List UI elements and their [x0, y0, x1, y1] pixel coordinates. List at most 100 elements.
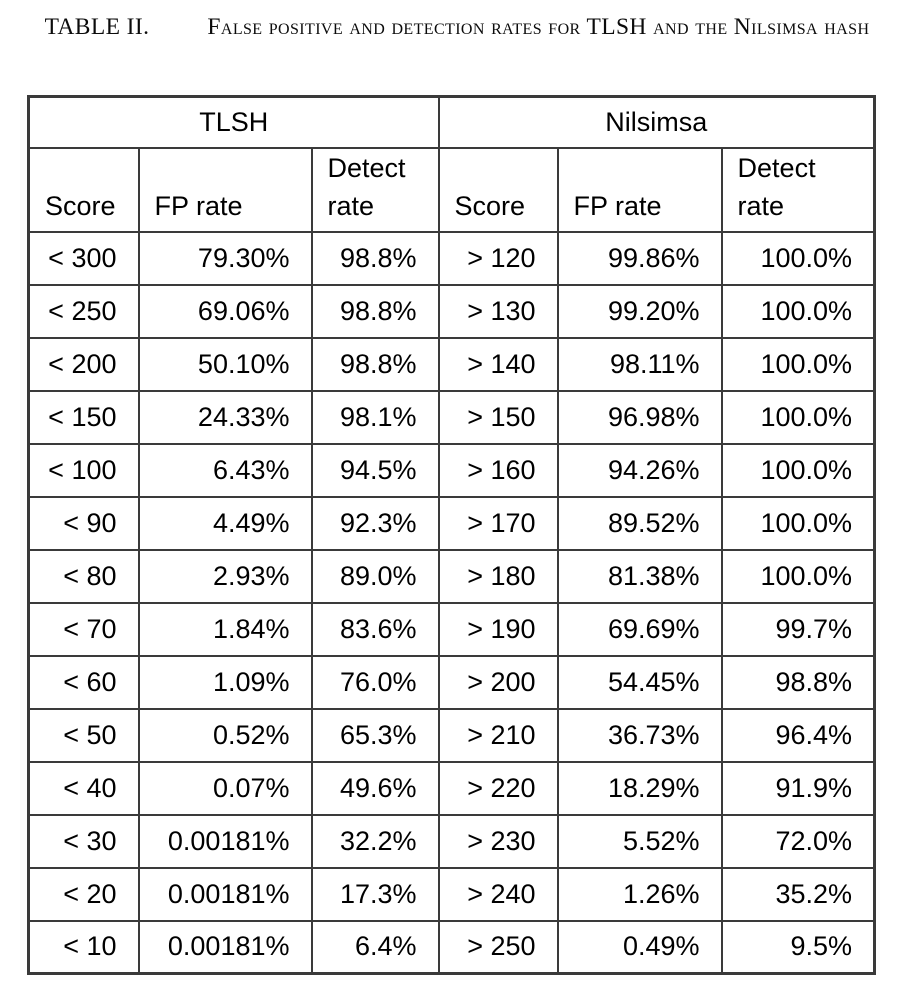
nilsimsa-detect-rate-cell: 100.0% [720, 283, 876, 339]
nilsimsa-fp-rate-cell: 69.69% [556, 601, 723, 657]
results-table: TLSH Nilsimsa Score FP rate Detect rate … [27, 95, 877, 975]
table-body: < 300 79.30% 98.8% > 120 99.86% 100.0% < 250 69… [27, 230, 876, 975]
tlsh-detect-rate-cell: 76.0% [310, 654, 440, 710]
nilsimsa-detect-rate-cell: 100.0% [720, 336, 876, 392]
tlsh-score-cell: < 300 [27, 230, 140, 286]
table-row: < 20 0.00181% 17.3% > 240 1.26% 35.2% [27, 866, 876, 922]
tlsh-score-cell: < 80 [27, 548, 140, 604]
nilsimsa-detect-rate-cell: 100.0% [720, 230, 876, 286]
nilsimsa-fp-rate-cell: 96.98% [556, 389, 723, 445]
nilsimsa-score-cell: > 220 [437, 760, 559, 816]
table-row: < 150 24.33% 98.1% > 150 96.98% 100.0% [27, 389, 876, 445]
nilsimsa-score-cell: > 200 [437, 654, 559, 710]
tlsh-detect-rate-header: Detect rate [310, 146, 440, 233]
tlsh-detect-rate-cell: 49.6% [310, 760, 440, 816]
tlsh-score-cell: < 70 [27, 601, 140, 657]
nilsimsa-fp-rate-header-label: FP rate [573, 190, 662, 221]
table-row: < 250 69.06% 98.8% > 130 99.20% 100.0% [27, 283, 876, 339]
tlsh-fp-rate-cell: 1.09% [137, 654, 313, 710]
tlsh-score-cell: < 90 [27, 495, 140, 551]
nilsimsa-fp-rate-cell: 36.73% [556, 707, 723, 763]
tlsh-score-cell: < 200 [27, 336, 140, 392]
table-row: < 100 6.43% 94.5% > 160 94.26% 100.0% [27, 442, 876, 498]
table-row: < 10 0.00181% 6.4% > 250 0.49% 9.5% [27, 919, 876, 975]
tlsh-fp-rate-cell: 4.49% [137, 495, 313, 551]
tlsh-fp-rate-cell: 0.00181% [137, 919, 313, 975]
group-header-nilsimsa: Nilsimsa [437, 95, 876, 149]
tlsh-fp-rate-cell: 0.52% [137, 707, 313, 763]
tlsh-score-cell: < 40 [27, 760, 140, 816]
nilsimsa-detect-rate-cell: 100.0% [720, 495, 876, 551]
nilsimsa-score-cell: > 130 [437, 283, 559, 339]
table-row: < 90 4.49% 92.3% > 170 89.52% 100.0% [27, 495, 876, 551]
nilsimsa-fp-rate-cell: 1.26% [556, 866, 723, 922]
tlsh-fp-rate-cell: 50.10% [137, 336, 313, 392]
nilsimsa-detect-rate-header-label: Detect rate [737, 152, 816, 221]
nilsimsa-fp-rate-cell: 54.45% [556, 654, 723, 710]
tlsh-fp-rate-header: FP rate [137, 146, 313, 233]
tlsh-detect-rate-header-label: Detect rate [327, 152, 406, 221]
tlsh-score-cell: < 50 [27, 707, 140, 763]
nilsimsa-detect-rate-cell: 72.0% [720, 813, 876, 869]
group-header-row: TLSH Nilsimsa [27, 95, 876, 149]
nilsimsa-detect-rate-header: Detect rate [720, 146, 876, 233]
nilsimsa-fp-rate-cell: 99.86% [556, 230, 723, 286]
nilsimsa-score-header: Score [437, 146, 559, 233]
table-row: < 300 79.30% 98.8% > 120 99.86% 100.0% [27, 230, 876, 286]
tlsh-fp-rate-cell: 6.43% [137, 442, 313, 498]
nilsimsa-detect-rate-cell: 96.4% [720, 707, 876, 763]
tlsh-fp-rate-cell: 69.06% [137, 283, 313, 339]
table-row: < 50 0.52% 65.3% > 210 36.73% 96.4% [27, 707, 876, 763]
nilsimsa-score-cell: > 230 [437, 813, 559, 869]
tlsh-score-cell: < 20 [27, 866, 140, 922]
nilsimsa-score-cell: > 240 [437, 866, 559, 922]
tlsh-score-cell: < 30 [27, 813, 140, 869]
table-row: < 40 0.07% 49.6% > 220 18.29% 91.9% [27, 760, 876, 816]
tlsh-detect-rate-cell: 83.6% [310, 601, 440, 657]
nilsimsa-detect-rate-cell: 98.8% [720, 654, 876, 710]
nilsimsa-detect-rate-cell: 9.5% [720, 919, 876, 975]
tlsh-score-cell: < 100 [27, 442, 140, 498]
tlsh-score-cell: < 250 [27, 283, 140, 339]
tlsh-score-header: Score [27, 146, 140, 233]
tlsh-detect-rate-cell: 6.4% [310, 919, 440, 975]
tlsh-detect-rate-cell: 32.2% [310, 813, 440, 869]
tlsh-score-header-label: Score [45, 190, 116, 221]
nilsimsa-score-cell: > 140 [437, 336, 559, 392]
tlsh-fp-rate-cell: 1.84% [137, 601, 313, 657]
nilsimsa-score-cell: > 160 [437, 442, 559, 498]
nilsimsa-score-header-label: Score [454, 190, 526, 221]
nilsimsa-fp-rate-cell: 89.52% [556, 495, 723, 551]
nilsimsa-fp-rate-cell: 5.52% [556, 813, 723, 869]
table-head: TLSH Nilsimsa Score FP rate Detect rate … [27, 95, 876, 233]
nilsimsa-score-cell: > 170 [437, 495, 559, 551]
nilsimsa-fp-rate-cell: 99.20% [556, 283, 723, 339]
nilsimsa-score-cell: > 250 [437, 919, 559, 975]
tlsh-detect-rate-cell: 89.0% [310, 548, 440, 604]
nilsimsa-detect-rate-cell: 100.0% [720, 442, 876, 498]
tlsh-fp-rate-cell: 0.07% [137, 760, 313, 816]
nilsimsa-fp-rate-cell: 0.49% [556, 919, 723, 975]
tlsh-score-cell: < 10 [27, 919, 140, 975]
tlsh-score-cell: < 60 [27, 654, 140, 710]
nilsimsa-detect-rate-cell: 35.2% [720, 866, 876, 922]
tlsh-detect-rate-cell: 17.3% [310, 866, 440, 922]
tlsh-fp-rate-cell: 24.33% [137, 389, 313, 445]
tlsh-detect-rate-cell: 98.1% [310, 389, 440, 445]
group-header-tlsh: TLSH [27, 95, 440, 149]
tlsh-fp-rate-cell: 0.00181% [137, 866, 313, 922]
nilsimsa-fp-rate-cell: 94.26% [556, 442, 723, 498]
tlsh-detect-rate-cell: 94.5% [310, 442, 440, 498]
tlsh-fp-rate-cell: 79.30% [137, 230, 313, 286]
tlsh-detect-rate-cell: 92.3% [310, 495, 440, 551]
nilsimsa-detect-rate-cell: 91.9% [720, 760, 876, 816]
table-row: < 30 0.00181% 32.2% > 230 5.52% 72.0% [27, 813, 876, 869]
tlsh-fp-rate-cell: 0.00181% [137, 813, 313, 869]
tlsh-detect-rate-cell: 98.8% [310, 336, 440, 392]
nilsimsa-detect-rate-cell: 100.0% [720, 389, 876, 445]
table-row: < 200 50.10% 98.8% > 140 98.11% 100.0% [27, 336, 876, 392]
tlsh-fp-rate-cell: 2.93% [137, 548, 313, 604]
column-header-row: Score FP rate Detect rate Score FP rate … [27, 146, 876, 233]
table-caption: TABLE II. False positive and detection ra… [10, 12, 904, 42]
nilsimsa-fp-rate-header: FP rate [556, 146, 723, 233]
